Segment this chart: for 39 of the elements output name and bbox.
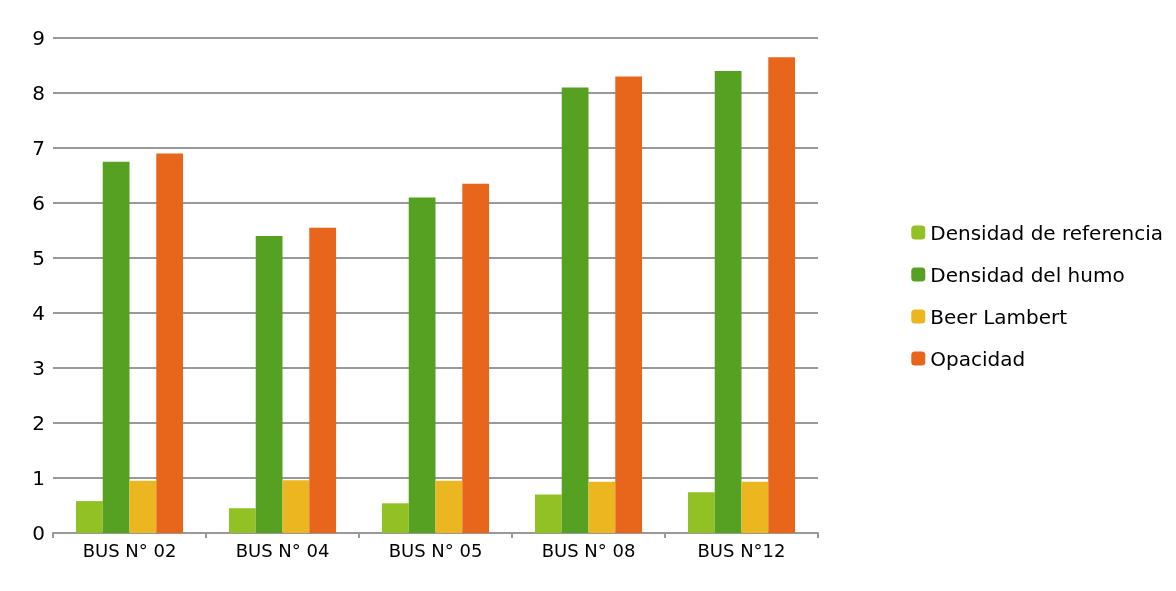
y-tick-label: 5 — [32, 246, 45, 270]
y-tick-label: 7 — [32, 136, 45, 160]
bar — [768, 57, 796, 533]
y-tick-label: 0 — [32, 521, 45, 545]
x-tick-label: BUS N° 04 — [235, 539, 330, 561]
bar — [129, 480, 157, 533]
x-tick-label: BUS N° 08 — [541, 539, 636, 561]
legend-label: Beer Lambert — [930, 304, 1068, 329]
bar — [156, 153, 184, 533]
y-tick-label: 2 — [32, 411, 45, 435]
bar — [714, 71, 742, 533]
legend-label: Densidad de referencia — [930, 220, 1164, 245]
y-tick-label: 4 — [32, 301, 45, 325]
bar — [687, 492, 715, 533]
y-tick-label: 1 — [32, 466, 45, 490]
bar — [282, 480, 310, 533]
bar — [561, 87, 589, 533]
bar — [228, 508, 256, 533]
y-tick-label: 6 — [32, 191, 45, 215]
bar — [255, 236, 283, 533]
legend-label: Opacidad — [930, 346, 1026, 371]
bar — [534, 494, 562, 533]
bar — [462, 183, 490, 533]
bar — [741, 481, 769, 533]
bar — [588, 481, 616, 533]
bar — [309, 227, 337, 533]
y-tick-label: 8 — [32, 81, 45, 105]
bar — [435, 480, 463, 533]
y-tick-label: 3 — [32, 356, 45, 380]
bar — [615, 76, 643, 533]
bar — [102, 161, 130, 533]
x-tick-label: BUS N° 02 — [82, 539, 177, 561]
y-tick-label: 9 — [32, 26, 45, 50]
x-tick-label: BUS N° 05 — [388, 539, 483, 561]
bar — [381, 503, 409, 533]
bar — [408, 197, 436, 533]
bar — [75, 501, 103, 533]
legend-label: Densidad del humo — [930, 262, 1125, 287]
x-tick-label: BUS N°12 — [697, 539, 786, 561]
